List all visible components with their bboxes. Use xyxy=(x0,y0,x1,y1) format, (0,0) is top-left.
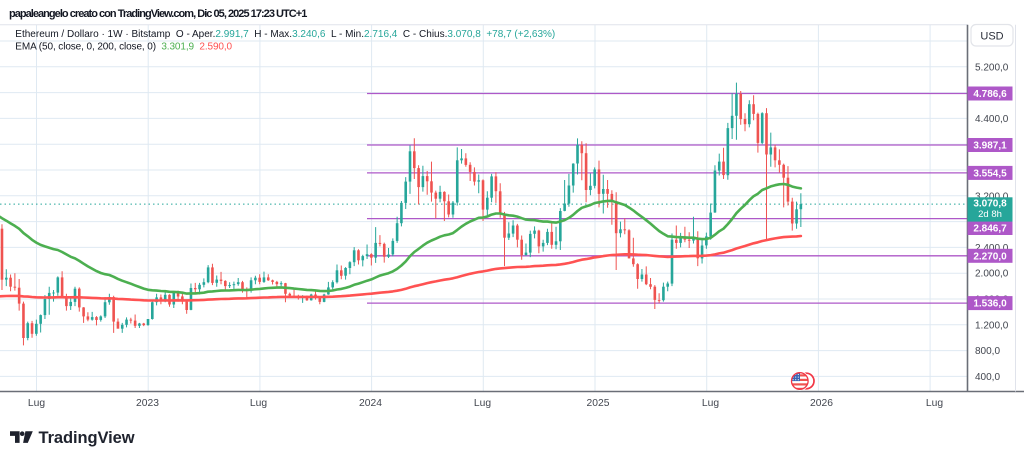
svg-text:Lug: Lug xyxy=(250,398,267,409)
svg-text:4.786,6: 4.786,6 xyxy=(973,89,1007,100)
svg-text:2023: 2023 xyxy=(136,398,159,409)
svg-text:2026: 2026 xyxy=(810,398,833,409)
svg-text:Lug: Lug xyxy=(28,398,45,409)
svg-text:4.400,0: 4.400,0 xyxy=(975,114,1009,125)
svg-text:3.987,1: 3.987,1 xyxy=(973,141,1007,152)
svg-text:USD: USD xyxy=(980,30,1003,42)
svg-text:2.846,7: 2.846,7 xyxy=(973,224,1007,235)
svg-text:2.270,0: 2.270,0 xyxy=(973,251,1007,262)
svg-text:Lug: Lug xyxy=(474,398,491,409)
svg-text:papaleangelo creato con Tradin: papaleangelo creato con TradingView.com,… xyxy=(9,8,307,20)
svg-text:1.200,0: 1.200,0 xyxy=(975,320,1009,331)
svg-text:TradingView: TradingView xyxy=(39,429,135,447)
svg-text:3.200,0: 3.200,0 xyxy=(975,191,1009,202)
svg-text:3.554,5: 3.554,5 xyxy=(973,168,1007,179)
svg-text:Ethereum / Dollaro · 1W · Bits: Ethereum / Dollaro · 1W · Bitstamp O - A… xyxy=(15,29,555,40)
svg-text:3.070,8: 3.070,8 xyxy=(973,198,1007,209)
svg-text:2d 8h: 2d 8h xyxy=(978,209,1002,220)
svg-text:Lug: Lug xyxy=(702,398,719,409)
svg-text:2024: 2024 xyxy=(359,398,382,409)
svg-text:800,0: 800,0 xyxy=(975,346,1000,357)
svg-text:2.000,0: 2.000,0 xyxy=(975,269,1009,280)
svg-text:2025: 2025 xyxy=(587,398,610,409)
svg-text:Lug: Lug xyxy=(926,398,943,409)
svg-text:400,0: 400,0 xyxy=(975,372,1000,383)
svg-text:5.200,0: 5.200,0 xyxy=(975,62,1009,73)
svg-text:2.400,0: 2.400,0 xyxy=(975,243,1009,254)
svg-text:EMA (50, close, 0, 200, close,: EMA (50, close, 0, 200, close, 0) 3.301,… xyxy=(15,42,232,53)
svg-text:1.536,0: 1.536,0 xyxy=(973,299,1007,310)
